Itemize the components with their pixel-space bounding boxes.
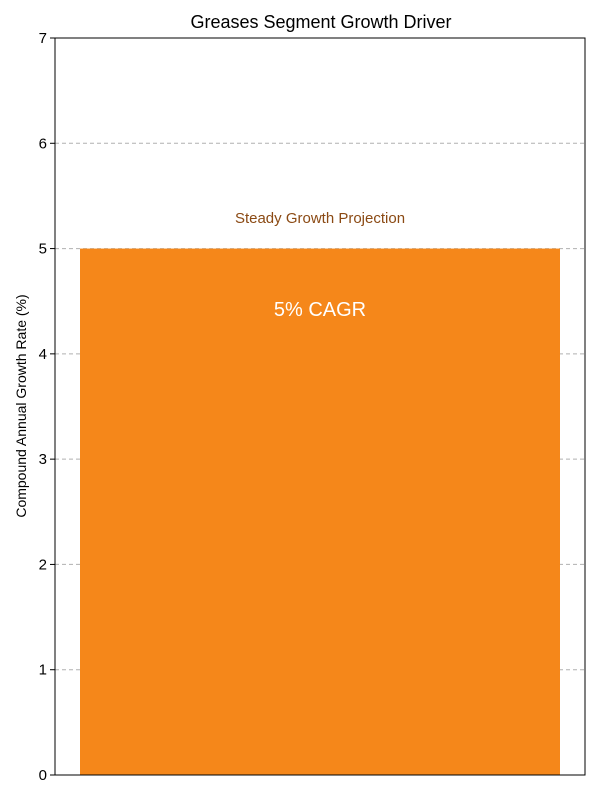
y-tick-label-4: 4 [39,346,47,363]
y-tick-label-6: 6 [39,135,47,152]
plot-frame [54,37,586,776]
y-tick-label-2: 2 [39,556,47,573]
y-tick-label-3: 3 [39,451,47,468]
growth-annotation: Steady Growth Projection [235,210,405,227]
y-tick-label-5: 5 [39,241,47,258]
y-axis-ticks: 0 1 2 3 4 5 6 7 [39,30,55,784]
y-tick-label-1: 1 [39,662,47,679]
bar-series [80,248,560,776]
bar-data-label: 5% CAGR [274,299,366,321]
y-tick-label-0: 0 [39,767,47,784]
bar-0 [80,248,560,776]
y-tick-label-7: 7 [39,30,47,47]
chart-title: Greases Segment Growth Driver [190,12,451,32]
y-axis-title: Compound Annual Growth Rate (%) [13,294,29,517]
